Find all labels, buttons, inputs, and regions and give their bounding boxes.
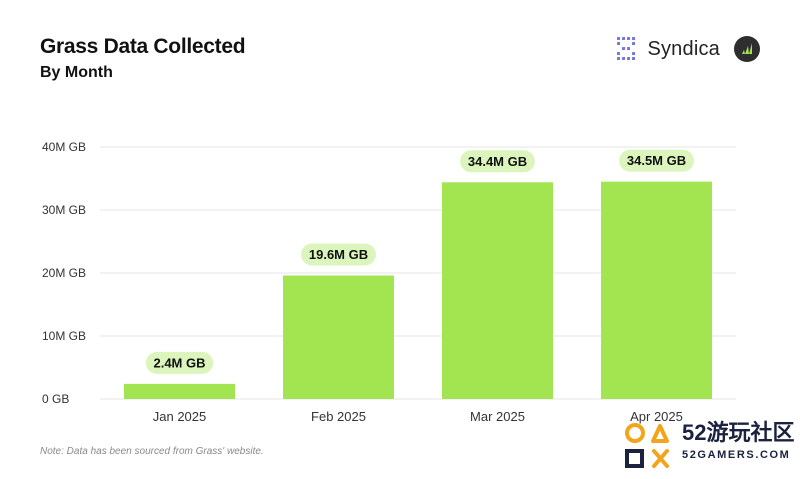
- watermark-logo-icon: [625, 423, 669, 468]
- grass-logo-icon: [734, 36, 760, 62]
- y-tick-label: 40M GB: [42, 140, 86, 154]
- data-label: 2.4M GB: [153, 355, 205, 370]
- y-tick-label: 10M GB: [42, 329, 86, 343]
- data-label: 34.5M GB: [627, 153, 686, 168]
- y-tick-label: 0 GB: [42, 392, 69, 406]
- brand-area: Syndica: [615, 33, 760, 65]
- watermark: 52游玩社区 52GAMERS.COM: [682, 420, 794, 461]
- bar: [124, 383, 235, 399]
- data-label-pill: [301, 243, 376, 266]
- bar: [442, 182, 553, 399]
- y-tick-label: 20M GB: [42, 266, 86, 280]
- source-note: Note: Data has been sourced from Grass' …: [40, 446, 264, 457]
- data-label: 19.6M GB: [309, 247, 368, 262]
- data-label-pill: [619, 149, 694, 172]
- watermark-main: 52游玩社区: [682, 420, 795, 445]
- chart-subtitle: By Month: [40, 64, 113, 81]
- x-tick-label: Apr 2025: [630, 409, 683, 424]
- x-tick-label: Feb 2025: [311, 409, 366, 424]
- bar: [601, 181, 712, 399]
- data-label: 34.4M GB: [468, 154, 527, 169]
- chart-title: Grass Data Collected: [40, 35, 246, 58]
- watermark-sub: 52GAMERS.COM: [682, 449, 791, 461]
- data-label-pill: [145, 351, 214, 374]
- x-tick-label: Mar 2025: [470, 409, 525, 424]
- brand-name: Syndica: [647, 37, 720, 60]
- data-label-pill: [460, 150, 535, 173]
- syndica-logo-icon: [617, 37, 636, 60]
- y-tick-label: 30M GB: [42, 203, 86, 217]
- bar: [283, 275, 394, 399]
- x-tick-label: Jan 2025: [153, 409, 207, 424]
